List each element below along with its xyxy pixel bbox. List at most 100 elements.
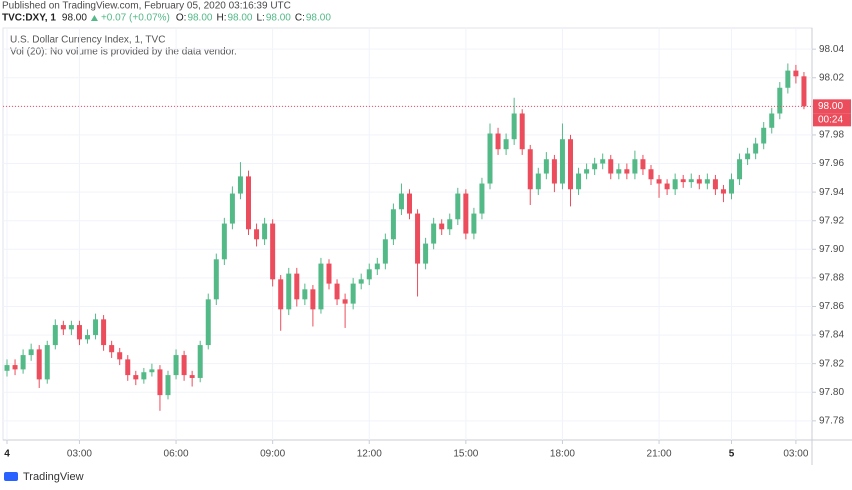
candle-body — [326, 263, 332, 284]
candle-body — [415, 213, 421, 264]
candle-body — [246, 176, 251, 230]
candle-body — [205, 299, 211, 346]
candle-body — [101, 319, 107, 346]
last-price-box — [813, 99, 851, 114]
candle-body — [197, 345, 203, 378]
candle-body — [398, 193, 404, 210]
candle-body — [487, 133, 493, 184]
candle-body — [761, 127, 767, 144]
candle-body — [366, 269, 372, 280]
change: +0.07 (+0.07%) — [101, 13, 170, 24]
candle-body — [334, 283, 340, 300]
candle-body — [696, 179, 702, 184]
candle-body — [302, 289, 308, 300]
candle-body — [44, 345, 50, 380]
candle-body — [729, 179, 734, 194]
candle-body — [342, 299, 348, 304]
candle-body — [576, 173, 582, 190]
candle-body — [551, 159, 557, 184]
candle-body — [592, 163, 598, 170]
y-tick-label: 97.90 — [819, 244, 844, 255]
candle-body — [431, 223, 437, 244]
y-tick-label: 97.80 — [819, 387, 844, 398]
y-tick-label: 97.82 — [819, 358, 844, 369]
ohlc-value: 98.00 — [227, 13, 252, 24]
y-tick-label: 97.96 — [819, 158, 844, 169]
ohlc-label: O: — [176, 13, 187, 24]
candle-body — [85, 335, 90, 340]
candle-body — [656, 179, 662, 184]
candle-body — [423, 243, 429, 264]
y-tick-label: 98.04 — [819, 44, 844, 55]
candle-body — [358, 279, 364, 284]
candle-body — [60, 325, 66, 330]
candle-body — [125, 359, 131, 376]
candle-body — [568, 139, 573, 190]
candle-body — [181, 355, 187, 376]
legend-volume: Vol (20): No volume is provided by the d… — [10, 47, 237, 58]
candle-body — [624, 169, 630, 174]
candle-body — [229, 193, 235, 224]
y-tick-label: 97.78 — [819, 415, 844, 426]
x-tick-label: 15:00 — [453, 449, 478, 460]
candle-body — [704, 179, 710, 184]
y-tick-label: 97.84 — [819, 330, 844, 341]
candle-body — [640, 159, 646, 170]
candle-body — [535, 173, 541, 190]
countdown: 00:24 — [818, 114, 843, 125]
candle-body — [616, 169, 622, 174]
candle-body — [149, 369, 155, 373]
candle-body — [559, 139, 565, 184]
ohlc-value: 98.00 — [266, 13, 291, 24]
candle-body — [310, 289, 316, 310]
candle-body — [600, 159, 606, 164]
candle-body — [52, 325, 58, 346]
candle-body — [793, 70, 799, 77]
x-tick-label: 06:00 — [164, 449, 189, 460]
last-price-label: 98.00 — [818, 101, 843, 112]
candle-body — [141, 372, 147, 380]
candle-body — [801, 76, 807, 107]
candle-body — [109, 345, 115, 353]
x-tick-label: 03:00 — [783, 449, 808, 460]
candle-body — [712, 179, 718, 190]
candle-body — [753, 143, 759, 154]
logo-icon — [4, 472, 18, 481]
candle-body — [133, 375, 139, 380]
candle-body — [543, 159, 549, 174]
x-tick-label: 5 — [729, 449, 735, 460]
candle-body — [632, 159, 638, 174]
candle-body — [664, 183, 670, 190]
y-tick-label: 97.94 — [819, 187, 844, 198]
candle-body — [390, 209, 396, 240]
candle-body — [4, 365, 10, 371]
candle-body — [20, 355, 26, 370]
candle-body — [745, 153, 751, 160]
candle-body — [254, 229, 260, 240]
candle-body — [584, 169, 590, 174]
legend-title: U.S. Dollar Currency Index, 1, TVC — [10, 35, 165, 46]
x-tick-label: 12:00 — [357, 449, 382, 460]
candle-body — [221, 223, 227, 260]
candle-body — [286, 273, 292, 310]
candle-body — [737, 159, 743, 180]
candle-body — [439, 223, 445, 230]
candle-body — [12, 365, 18, 370]
candle-body — [527, 149, 533, 190]
y-tick-label: 98.02 — [819, 72, 844, 83]
candle-body — [511, 113, 517, 140]
candle-body — [350, 283, 356, 304]
candle-body — [93, 319, 99, 336]
candle-body — [495, 133, 501, 150]
y-tick-label: 97.88 — [819, 273, 844, 284]
ohlc-label: L: — [257, 13, 265, 24]
candle-body — [28, 349, 34, 356]
candle-body — [157, 369, 163, 396]
candle-body — [455, 193, 461, 220]
candle-body — [688, 179, 694, 183]
plot-frame — [2, 27, 813, 441]
candle-body — [447, 219, 453, 230]
ohlc-label: H: — [216, 13, 226, 24]
